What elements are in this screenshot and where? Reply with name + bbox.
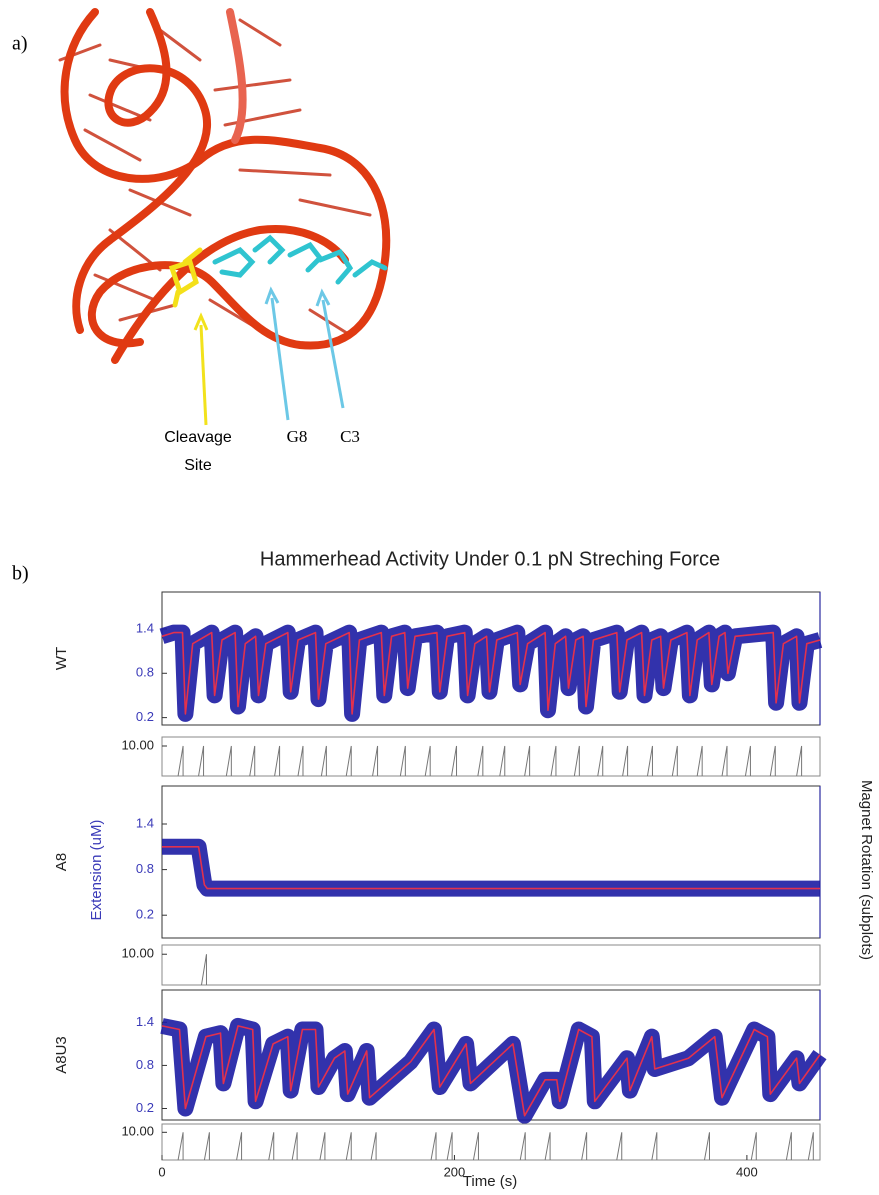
rotation-stem [250, 746, 255, 776]
rotation-stem [722, 746, 727, 776]
rotation-stem [551, 746, 556, 776]
y-tick-label: 10.00 [121, 737, 154, 752]
x-tick-label: 200 [444, 1164, 466, 1179]
y-tick-label: 0.2 [136, 1100, 154, 1115]
y-tick-label: 1.4 [136, 1014, 154, 1029]
figure: a) Cleavage Site G8 C3 b) Hammerhead Act… [0, 0, 879, 1195]
y-tick-label: 0.8 [136, 861, 154, 876]
rotation-stem [371, 1132, 376, 1160]
rotation-stem [647, 746, 652, 776]
rotation-stem [808, 1132, 813, 1160]
rotation-stem [672, 746, 677, 776]
rotation-stem [452, 746, 457, 776]
rotation-stem [321, 746, 326, 776]
rotation-stem [545, 1132, 550, 1160]
rotation-stem [697, 746, 702, 776]
subplot-label: A8 [53, 853, 70, 871]
rotation-stem [320, 1132, 325, 1160]
rotation-stem [178, 1132, 183, 1160]
rotation-stem [298, 746, 303, 776]
rotation-stem [623, 746, 628, 776]
plot-frame [162, 945, 820, 985]
y-tick-label: 10.00 [121, 1124, 154, 1139]
rna-structure [60, 12, 386, 360]
panel-label: b) [12, 563, 29, 585]
y-axis-label: Extension (uM) [88, 820, 105, 921]
rotation-stem [226, 746, 231, 776]
y-tick-label: 0.2 [136, 907, 154, 922]
rotation-stem [574, 746, 579, 776]
subplot-label: WT [53, 647, 70, 670]
y2-axis-label: Magnet Rotation (subplots) [858, 780, 875, 960]
y-tick-label: 1.4 [136, 815, 154, 830]
rotation-stem [346, 1132, 351, 1160]
rotation-stem [751, 1132, 756, 1160]
annotation: G8 [287, 427, 308, 446]
annotation: Site [184, 457, 212, 474]
chart-title: Hammerhead Activity Under 0.1 pN Strechi… [260, 548, 720, 570]
x-tick-label: 400 [736, 1164, 758, 1179]
rotation-stem [447, 1132, 452, 1160]
y-tick-label: 0.2 [136, 709, 154, 724]
rotation-stem [520, 1132, 525, 1160]
plot-frame [162, 786, 820, 938]
subplot-label: A8U3 [53, 1036, 70, 1074]
annotation: C3 [340, 427, 360, 446]
plot-frame [162, 1124, 820, 1160]
rotation-stem [237, 1132, 242, 1160]
rotation-stem [473, 1132, 478, 1160]
x-axis-label: Time (s) [463, 1173, 517, 1190]
rotation-stem [745, 746, 750, 776]
rotation-stem [201, 954, 206, 985]
rotation-stem [797, 746, 802, 776]
rotation-stem [275, 746, 280, 776]
rotation-stem [652, 1132, 657, 1160]
panel-label: a) [12, 33, 28, 55]
rotation-stem [204, 1132, 209, 1160]
rotation-stem [500, 746, 505, 776]
x-tick-label: 0 [158, 1164, 165, 1179]
rotation-stem [269, 1132, 274, 1160]
y-tick-label: 0.8 [136, 665, 154, 680]
noise-band [162, 633, 820, 714]
rotation-stem [400, 746, 405, 776]
noise-band [162, 1026, 820, 1116]
rotation-stem [617, 1132, 622, 1160]
annotation: Cleavage [164, 429, 232, 446]
rotation-stem [598, 746, 603, 776]
noise-band [162, 847, 820, 889]
rotation-stem [199, 746, 204, 776]
rotation-stem [770, 746, 775, 776]
rotation-stem [346, 746, 351, 776]
rotation-stem [478, 746, 483, 776]
rotation-stem [786, 1132, 791, 1160]
y-tick-label: 1.4 [136, 620, 154, 635]
rotation-stem [704, 1132, 709, 1160]
rotation-stem [373, 746, 378, 776]
rotation-stem [582, 1132, 587, 1160]
rotation-stem [292, 1132, 297, 1160]
rotation-stem [178, 746, 183, 776]
rotation-stem [425, 746, 430, 776]
plot-frame [162, 737, 820, 776]
rotation-stem [431, 1132, 436, 1160]
y-tick-label: 0.8 [136, 1057, 154, 1072]
arrows [195, 290, 343, 425]
y-tick-label: 10.00 [121, 946, 154, 961]
rotation-stem [525, 746, 530, 776]
